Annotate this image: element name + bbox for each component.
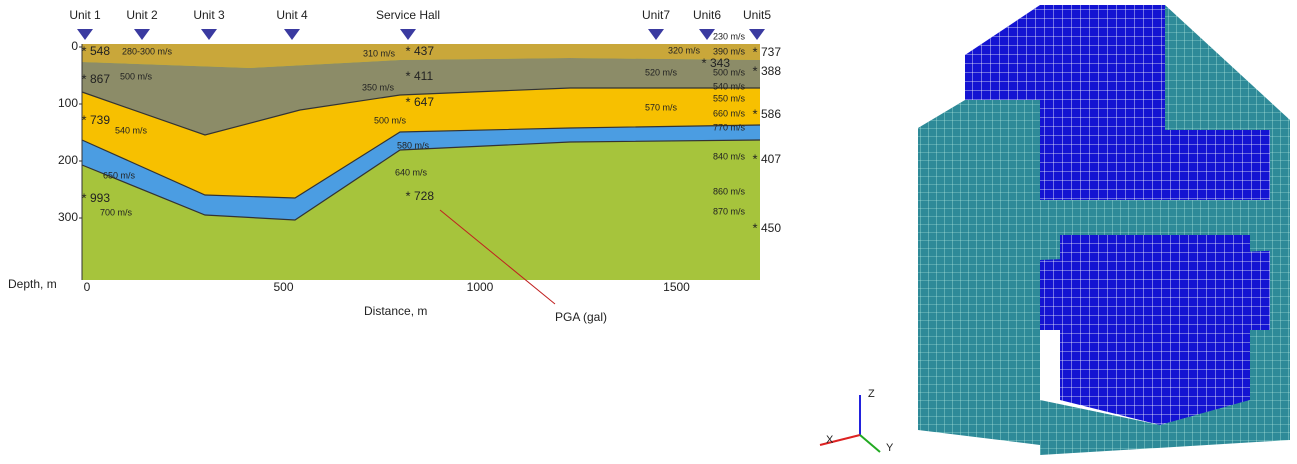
- velocity-label: 390 m/s: [713, 46, 746, 56]
- unit-marker: [77, 29, 93, 40]
- star: *: [405, 68, 410, 83]
- velocity-label: 660 m/s: [713, 108, 746, 118]
- pga-label: 450: [761, 221, 781, 235]
- star: *: [752, 106, 757, 121]
- distance-tick-label: 1000: [467, 280, 494, 294]
- unit-marker: [699, 29, 715, 40]
- distance-tick-label: 0: [84, 280, 91, 294]
- star: *: [752, 44, 757, 59]
- cross-section: [81, 44, 761, 280]
- pga-label: 647: [414, 95, 434, 109]
- velocity-label: 310 m/s: [363, 48, 396, 58]
- pga-label: 586: [761, 107, 781, 121]
- velocity-label: 320 m/s: [668, 45, 701, 55]
- star: *: [81, 112, 86, 127]
- star: *: [405, 43, 410, 58]
- unit-label: Unit5: [743, 8, 771, 22]
- pga-label: 737: [761, 45, 781, 59]
- unit-marker: [400, 29, 416, 40]
- velocity-label: 280-300 m/s: [122, 46, 173, 56]
- unit-label: Unit6: [693, 8, 721, 22]
- pga-label: 867: [90, 72, 110, 86]
- unit-label: Unit 3: [193, 8, 225, 22]
- unit-label: Unit 4: [276, 8, 308, 22]
- star: *: [81, 43, 86, 58]
- mesh-base: [1040, 400, 1290, 455]
- star: *: [752, 220, 757, 235]
- pga-pointer: [439, 209, 556, 305]
- layer-yellow: [82, 88, 760, 198]
- axis-letter: X: [826, 434, 834, 446]
- star: *: [752, 151, 757, 166]
- star: *: [405, 94, 410, 109]
- velocity-label: 230 m/s: [713, 31, 746, 41]
- depth-tick-label: 100: [58, 96, 78, 110]
- depth-label: Depth, m: [8, 277, 57, 291]
- unit-marker: [749, 29, 765, 40]
- velocity-label: 650 m/s: [103, 170, 136, 180]
- pga-label: 993: [90, 191, 110, 205]
- velocity-label: 860 m/s: [713, 186, 746, 196]
- layer-grey: [82, 58, 760, 135]
- axis-triad: [819, 395, 881, 453]
- axis-letter: Y: [886, 442, 894, 454]
- pga-label: 739: [90, 113, 110, 127]
- unit-marker: [284, 29, 300, 40]
- star: *: [701, 55, 706, 70]
- distance-tick-label: 500: [273, 280, 293, 294]
- x-axis: [819, 434, 861, 446]
- fe-mesh: [918, 5, 1290, 455]
- unit-label: Unit7: [642, 8, 670, 22]
- pga-label: 548: [90, 44, 110, 58]
- unit-marker: [201, 29, 217, 40]
- depth-tick-label: 200: [58, 153, 78, 167]
- unit-label: Unit 2: [126, 8, 158, 22]
- layer-boundary: [81, 87, 761, 221]
- velocity-label: 870 m/s: [713, 206, 746, 216]
- mesh-wall: [918, 100, 1040, 445]
- layer-blue: [82, 125, 760, 220]
- velocity-label: 840 m/s: [713, 151, 746, 161]
- velocity-label: 500 m/s: [120, 71, 153, 81]
- velocity-label: 770 m/s: [713, 122, 746, 132]
- depth-tick-label: 300: [58, 210, 78, 224]
- mesh-cylinder: [1060, 235, 1250, 425]
- pga-label: 407: [761, 152, 781, 166]
- velocity-label: 550 m/s: [713, 93, 746, 103]
- velocity-label: 520 m/s: [645, 67, 678, 77]
- y-axis: [859, 434, 881, 453]
- velocity-label: 700 m/s: [100, 207, 133, 217]
- velocity-label: 540 m/s: [713, 81, 746, 91]
- star: *: [81, 190, 86, 205]
- distance-tick-label: 1500: [663, 280, 690, 294]
- depth-tick-label: 0: [71, 39, 78, 53]
- velocity-label: 580 m/s: [397, 140, 430, 150]
- pga-label: 343: [710, 56, 730, 70]
- pga-label: 437: [414, 44, 434, 58]
- star: *: [405, 188, 410, 203]
- velocity-label: 640 m/s: [395, 167, 428, 177]
- unit-marker: [134, 29, 150, 40]
- star: *: [81, 71, 86, 86]
- velocity-label: 350 m/s: [362, 82, 395, 92]
- pga-label: 728: [414, 189, 434, 203]
- pga-label: 411: [414, 69, 433, 83]
- velocity-label: 570 m/s: [645, 102, 678, 112]
- unit-label: Service Hall: [376, 8, 440, 22]
- velocity-label: 500 m/s: [374, 115, 407, 125]
- layer-top: [82, 44, 760, 68]
- star: *: [752, 63, 757, 78]
- unit-marker: [648, 29, 664, 40]
- axis-letter: Z: [868, 388, 875, 400]
- pga-note: PGA (gal): [555, 310, 607, 324]
- pga-label: 388: [761, 64, 781, 78]
- velocity-label: 540 m/s: [115, 125, 148, 135]
- distance-label: Distance, m: [364, 304, 427, 318]
- velocity-label: 500 m/s: [713, 67, 746, 77]
- unit-label: Unit 1: [69, 8, 101, 22]
